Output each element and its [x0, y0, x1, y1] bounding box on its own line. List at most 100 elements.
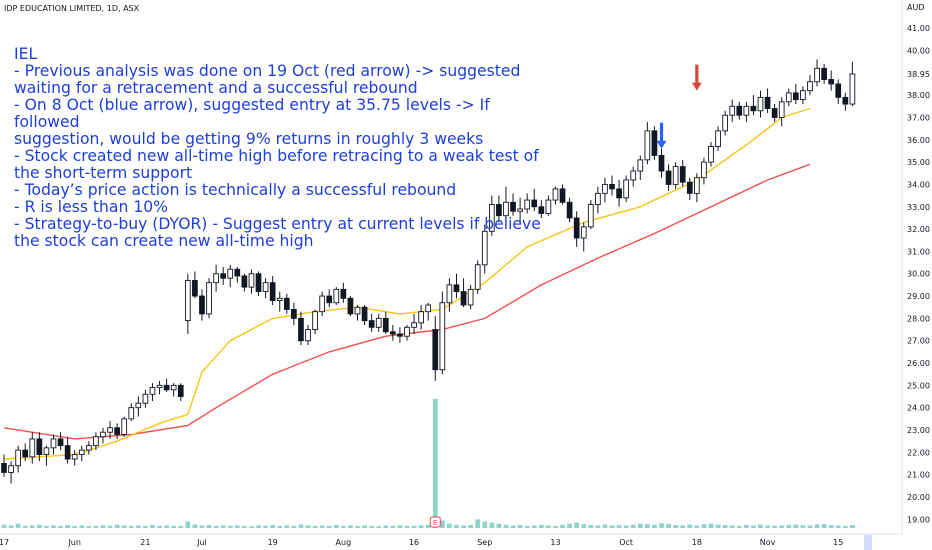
candle-body: [453, 284, 460, 293]
volume-bar: [652, 524, 657, 528]
volume-bar: [553, 525, 558, 528]
price-tick-label: 31.00: [907, 247, 930, 256]
candle-body: [446, 284, 453, 304]
candle-body: [411, 322, 417, 328]
volume-bar: [305, 525, 311, 528]
volume-bar: [58, 525, 63, 528]
candle-body: [807, 81, 813, 92]
annotation-line: - Today’s price action is technically a …: [14, 181, 457, 199]
volume-bar: [143, 525, 148, 528]
volume-bar: [468, 524, 474, 528]
volume-bar: [65, 524, 71, 528]
volume-bar: [29, 525, 35, 528]
candle-body: [305, 329, 311, 342]
volume-bar: [135, 525, 141, 528]
candle-body: [15, 449, 21, 467]
candle-body: [616, 188, 622, 199]
candle-body: [234, 268, 241, 277]
annotation-line: suggestion, would be getting 9% returns …: [14, 130, 484, 148]
volume-bar: [574, 522, 580, 528]
volume-bar: [418, 525, 424, 528]
candle-body: [340, 288, 347, 299]
candle-body: [460, 291, 467, 306]
candle-body: [623, 179, 630, 199]
candle-body: [785, 92, 792, 103]
analysis-annotation: IEL - Previous analysis was done on 19 Oc…: [14, 46, 544, 250]
candle-body: [241, 275, 248, 288]
time-tick-label: 19: [268, 538, 278, 547]
volume-bar: [319, 525, 325, 528]
price-tick-label: 32.00: [907, 225, 930, 234]
volume-bar: [397, 525, 403, 528]
volume-bar: [284, 525, 290, 528]
volume-bar: [22, 525, 28, 528]
candle-body: [43, 447, 50, 456]
candle-body: [658, 154, 665, 172]
candle-body: [100, 431, 106, 438]
volume-bar: [503, 524, 509, 528]
candle-body: [757, 96, 764, 112]
candle-body: [269, 282, 276, 301]
volume-bar: [715, 524, 721, 528]
volume-bar: [765, 525, 770, 528]
candle-body: [701, 161, 707, 179]
volume-bar: [616, 524, 622, 528]
candle-body: [814, 67, 820, 83]
volume-bar: [588, 524, 594, 528]
candle-body: [566, 201, 573, 219]
volume-bar: [475, 519, 481, 528]
volume-bar: [786, 524, 792, 528]
candle-body: [156, 384, 163, 389]
time-tick-label: Jun: [67, 538, 81, 547]
candle-body: [686, 181, 693, 194]
volume-bar: [545, 525, 551, 528]
candle-body: [262, 282, 269, 293]
candle-body: [114, 427, 120, 435]
volume-bar: [234, 525, 240, 528]
volume-bar: [348, 525, 353, 528]
volume-bar: [482, 521, 488, 528]
volume-bar: [93, 525, 99, 528]
volume-bar: [517, 524, 523, 528]
candle-body: [679, 166, 686, 183]
volume-bar: [736, 525, 742, 528]
candle-body: [312, 311, 318, 330]
candle-body: [821, 67, 827, 80]
volume-bar: [850, 524, 855, 528]
blue-arrow-marker: [656, 122, 667, 149]
candle-body: [595, 192, 601, 205]
candle-body: [743, 105, 750, 116]
candle-body: [729, 105, 736, 116]
candle-body: [29, 438, 36, 458]
candle-body: [630, 170, 637, 181]
price-tick-label: 19.00: [907, 515, 930, 524]
volume-bar: [241, 525, 247, 528]
candle-body: [496, 204, 502, 217]
volume-bar: [333, 524, 339, 528]
time-tick-label: 17: [0, 538, 9, 547]
candle-body: [199, 295, 205, 315]
price-tick-label: 24.00: [907, 404, 930, 413]
candle-body: [319, 295, 326, 313]
volume-bar: [630, 524, 636, 528]
candle-body: [432, 329, 439, 371]
time-axis-highlight: [864, 535, 872, 550]
candle-body: [609, 183, 615, 190]
volume-bar: [666, 524, 671, 528]
volume-bar: [524, 525, 530, 528]
price-tick-label: 36.00: [907, 136, 930, 145]
candle-body: [651, 130, 658, 156]
candle-body: [382, 317, 389, 333]
volume-bar: [432, 399, 438, 528]
volume-bar: [560, 524, 565, 528]
volume-bar: [86, 526, 92, 528]
earnings-marker: [429, 516, 441, 528]
candle-body: [142, 393, 149, 404]
candle-body: [107, 427, 113, 433]
candle-body: [404, 326, 410, 337]
candle-body: [694, 177, 700, 194]
volume-bar: [531, 525, 537, 528]
volume-bar: [340, 525, 346, 528]
candle-body: [85, 445, 92, 451]
